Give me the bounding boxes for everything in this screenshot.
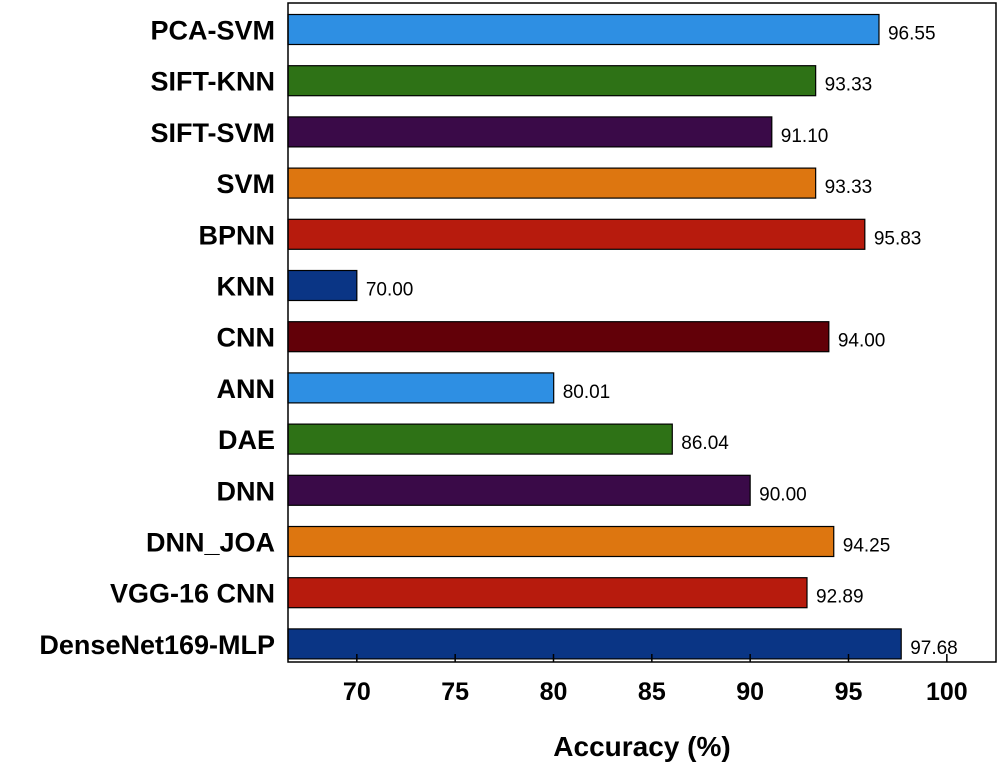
category-label: SIFT-KNN <box>151 67 276 97</box>
bar-svm <box>287 167 817 199</box>
bar-cnn <box>287 321 830 353</box>
category-label: DNN <box>217 476 276 506</box>
value-label: 93.33 <box>825 177 873 198</box>
category-label: CNN <box>217 323 276 353</box>
value-label: 80.01 <box>563 382 611 403</box>
category-label: DNN_JOA <box>146 528 275 558</box>
bar-pca-svm <box>287 13 880 46</box>
value-label: 90.00 <box>759 484 807 505</box>
value-label: 97.68 <box>910 638 958 659</box>
category-label: SVM <box>216 169 275 199</box>
bar-dnn <box>287 474 751 506</box>
value-label: 86.04 <box>681 433 729 454</box>
bar-dnn-joa <box>287 525 835 558</box>
value-label: 92.89 <box>816 587 864 608</box>
x-tick-label: 80 <box>540 678 568 706</box>
x-tick-label: 75 <box>441 678 469 706</box>
value-label: 94.25 <box>843 536 891 557</box>
value-label: 93.33 <box>825 75 873 96</box>
category-label: KNN <box>217 272 276 302</box>
value-label: 96.55 <box>888 24 936 45</box>
x-tick-label: 85 <box>638 678 666 706</box>
x-tick-label: 70 <box>343 678 371 706</box>
bar-sift-knn <box>287 65 817 97</box>
value-labels: 96.55 93.33 91.10 93.33 95.83 70.00 94.00 80.01… <box>366 24 958 659</box>
x-tick-label: 100 <box>926 678 968 706</box>
x-tick-label: 90 <box>736 678 764 706</box>
x-tick-label: 95 <box>835 678 863 706</box>
bar-dae <box>287 423 673 455</box>
value-label: 95.83 <box>874 228 922 249</box>
category-label: BPNN <box>198 220 275 250</box>
x-axis-title: Accuracy (%) <box>553 731 730 762</box>
category-label: PCA-SVM <box>150 16 275 46</box>
category-label: SIFT-SVM <box>150 118 275 148</box>
category-label: DAE <box>218 425 275 455</box>
category-label: DenseNet169-MLP <box>39 630 275 660</box>
value-label: 70.00 <box>366 280 414 301</box>
plot-frame <box>287 2 997 663</box>
bar-sift-svm <box>287 116 773 148</box>
category-label: ANN <box>217 374 276 404</box>
category-labels: PCA-SVM SIFT-KNN SIFT-SVM SVM BPNN KNN CNN ANN D… <box>39 16 275 660</box>
bar-knn <box>287 269 358 302</box>
bar-ann <box>287 372 555 404</box>
value-label: 91.10 <box>781 126 829 147</box>
bar-vgg-16-cnn <box>287 577 808 609</box>
value-label: 94.00 <box>838 331 886 352</box>
bars-layer <box>287 13 902 660</box>
category-label: VGG-16 CNN <box>110 579 275 609</box>
bar-bpnn <box>287 218 866 250</box>
bar-densenet169-mlp <box>287 628 902 660</box>
x-axis-ticks: 70 75 80 85 90 95 100 <box>343 654 968 706</box>
